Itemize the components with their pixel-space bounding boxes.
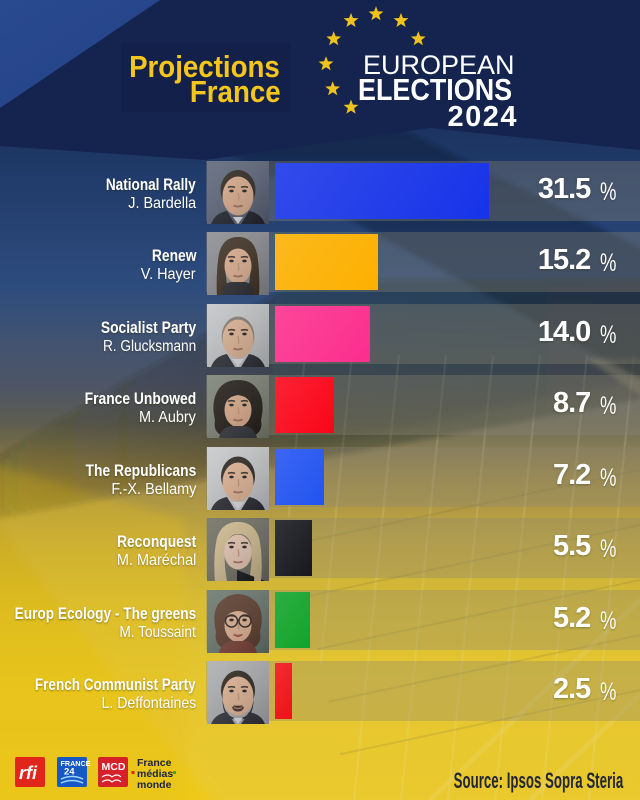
svg-text:médias: médias [137,768,173,780]
svg-text:France: France [137,757,172,769]
svg-text:24: 24 [64,767,75,778]
svg-text:monde: monde [137,779,172,791]
svg-text:rfi: rfi [19,763,38,783]
svg-text:FRANCE: FRANCE [61,759,91,768]
svg-text:MCD: MCD [102,761,126,773]
